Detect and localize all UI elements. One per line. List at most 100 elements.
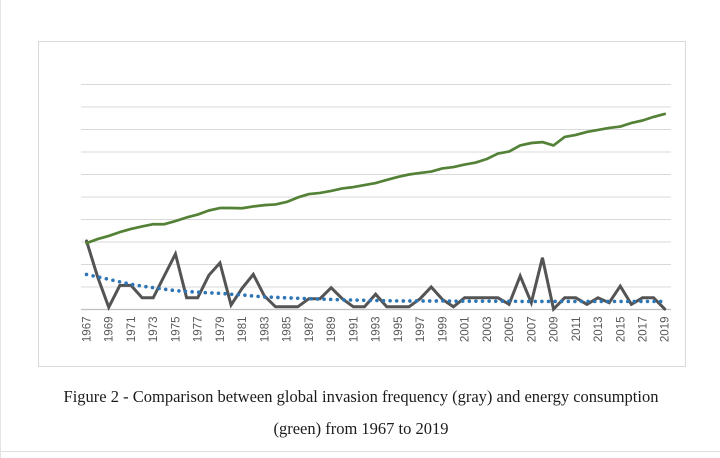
trend-dot <box>375 298 379 303</box>
trend-dot <box>210 291 214 295</box>
x-tick-label: 2005 <box>504 317 516 343</box>
trend-dot <box>342 298 346 302</box>
trend-dot <box>625 299 630 304</box>
x-tick-label: 2007 <box>526 317 538 343</box>
trend-dot <box>513 299 518 304</box>
trend-dot <box>434 299 439 303</box>
x-tick-label: 2013 <box>593 317 605 343</box>
trend-dot <box>163 287 168 292</box>
trend-dot <box>487 299 491 303</box>
figure-caption-line-1: Figure 2 - Comparison between global inv… <box>63 387 659 406</box>
trend-dot <box>658 299 663 304</box>
trend-dot <box>573 299 577 304</box>
trend-dot <box>493 299 498 303</box>
trend-dot <box>91 274 95 278</box>
trend-dot <box>223 291 227 296</box>
trend-dot <box>520 299 524 304</box>
trend-dot <box>652 299 656 304</box>
trend-dot <box>262 295 267 299</box>
trend-dot <box>289 296 293 300</box>
x-tick-label: 1997 <box>415 317 427 343</box>
trend-dot <box>645 299 650 304</box>
trend-dot <box>414 299 419 303</box>
trend-dot <box>559 299 564 304</box>
x-tick-label: 2011 <box>571 317 583 342</box>
trend-dot <box>203 290 208 295</box>
trend-dot <box>381 298 386 303</box>
trend-dot <box>599 299 604 304</box>
chart-frame: 1967 1969 1971 1973 1975 1977 1979 1981 1983 1985… <box>38 41 686 367</box>
x-tick-label: 1981 <box>237 317 249 343</box>
x-tick-label: 2009 <box>549 317 561 343</box>
trend-dot <box>553 299 557 304</box>
trend-dot <box>566 299 571 304</box>
x-tick-label: 1975 <box>170 317 182 343</box>
trend-dot <box>421 299 425 303</box>
page-bottom-rule <box>1 451 720 452</box>
trend-dot <box>632 299 637 304</box>
x-tick-label: 1969 <box>104 317 116 343</box>
trend-dot <box>454 299 458 303</box>
x-tick-label: 2003 <box>482 317 494 343</box>
trend-dot <box>229 292 234 297</box>
trend-dot <box>243 293 247 297</box>
trend-dot <box>150 285 155 290</box>
trend-dot <box>586 299 590 304</box>
trend-dot <box>540 299 544 304</box>
trend-dot <box>183 289 188 294</box>
x-tick-label: 1991 <box>348 317 360 343</box>
trend-dot <box>282 295 287 300</box>
x-tick-label: 1983 <box>259 317 271 343</box>
trend-dot <box>388 298 392 303</box>
trend-dot <box>441 299 445 303</box>
trend-dot <box>144 284 148 289</box>
trend-dot <box>190 290 194 294</box>
trend-dot <box>401 299 406 303</box>
trend-dot <box>124 281 128 286</box>
trend-dot <box>104 277 109 281</box>
x-tick-label: 1993 <box>371 317 383 343</box>
trend-dot <box>533 299 538 304</box>
trend-dot <box>526 299 531 304</box>
trend-dot <box>361 298 366 303</box>
x-tick-label: 1979 <box>215 317 227 343</box>
blue-trendline-dots <box>84 272 663 304</box>
trend-dot <box>546 299 551 304</box>
x-tick-label: 1971 <box>126 317 138 343</box>
trend-dot <box>394 299 399 303</box>
trend-dot <box>276 295 280 300</box>
trend-dot <box>84 272 89 277</box>
trend-dot <box>130 282 135 287</box>
trend-dot <box>236 292 241 297</box>
trend-dot <box>309 296 313 301</box>
trend-dot <box>177 289 181 293</box>
trend-dot <box>328 297 333 302</box>
trend-dot <box>355 298 359 302</box>
trend-dot <box>315 297 320 301</box>
x-tick-label: 2015 <box>615 317 627 343</box>
trend-dot <box>474 299 478 303</box>
x-tick-label: 1973 <box>148 317 160 343</box>
trend-dot <box>507 299 511 303</box>
trend-dot <box>216 291 221 296</box>
trend-dot <box>117 279 122 284</box>
x-tick-label: 1977 <box>193 317 205 343</box>
trend-dot <box>170 288 175 293</box>
trend-dot <box>111 278 115 283</box>
x-tick-label: 1987 <box>304 317 316 343</box>
trend-dot <box>480 299 485 303</box>
x-tick-label: 1995 <box>393 317 405 343</box>
green-energy-line <box>85 112 667 245</box>
trend-dot <box>612 299 617 304</box>
trend-dot <box>606 299 610 304</box>
x-tick-label: 2017 <box>638 317 650 343</box>
trend-dot <box>467 299 472 303</box>
x-tick-label: 1999 <box>437 317 449 343</box>
x-tick-label: 2001 <box>460 317 472 343</box>
x-tick-label: 1967 <box>82 317 94 343</box>
chart-canvas: 1967 1969 1971 1973 1975 1977 1979 1981 1983 1985… <box>81 84 672 343</box>
trend-dot <box>196 290 201 295</box>
figure-caption: Figure 2 - Comparison between global inv… <box>1 381 720 445</box>
trend-dot <box>249 294 254 298</box>
